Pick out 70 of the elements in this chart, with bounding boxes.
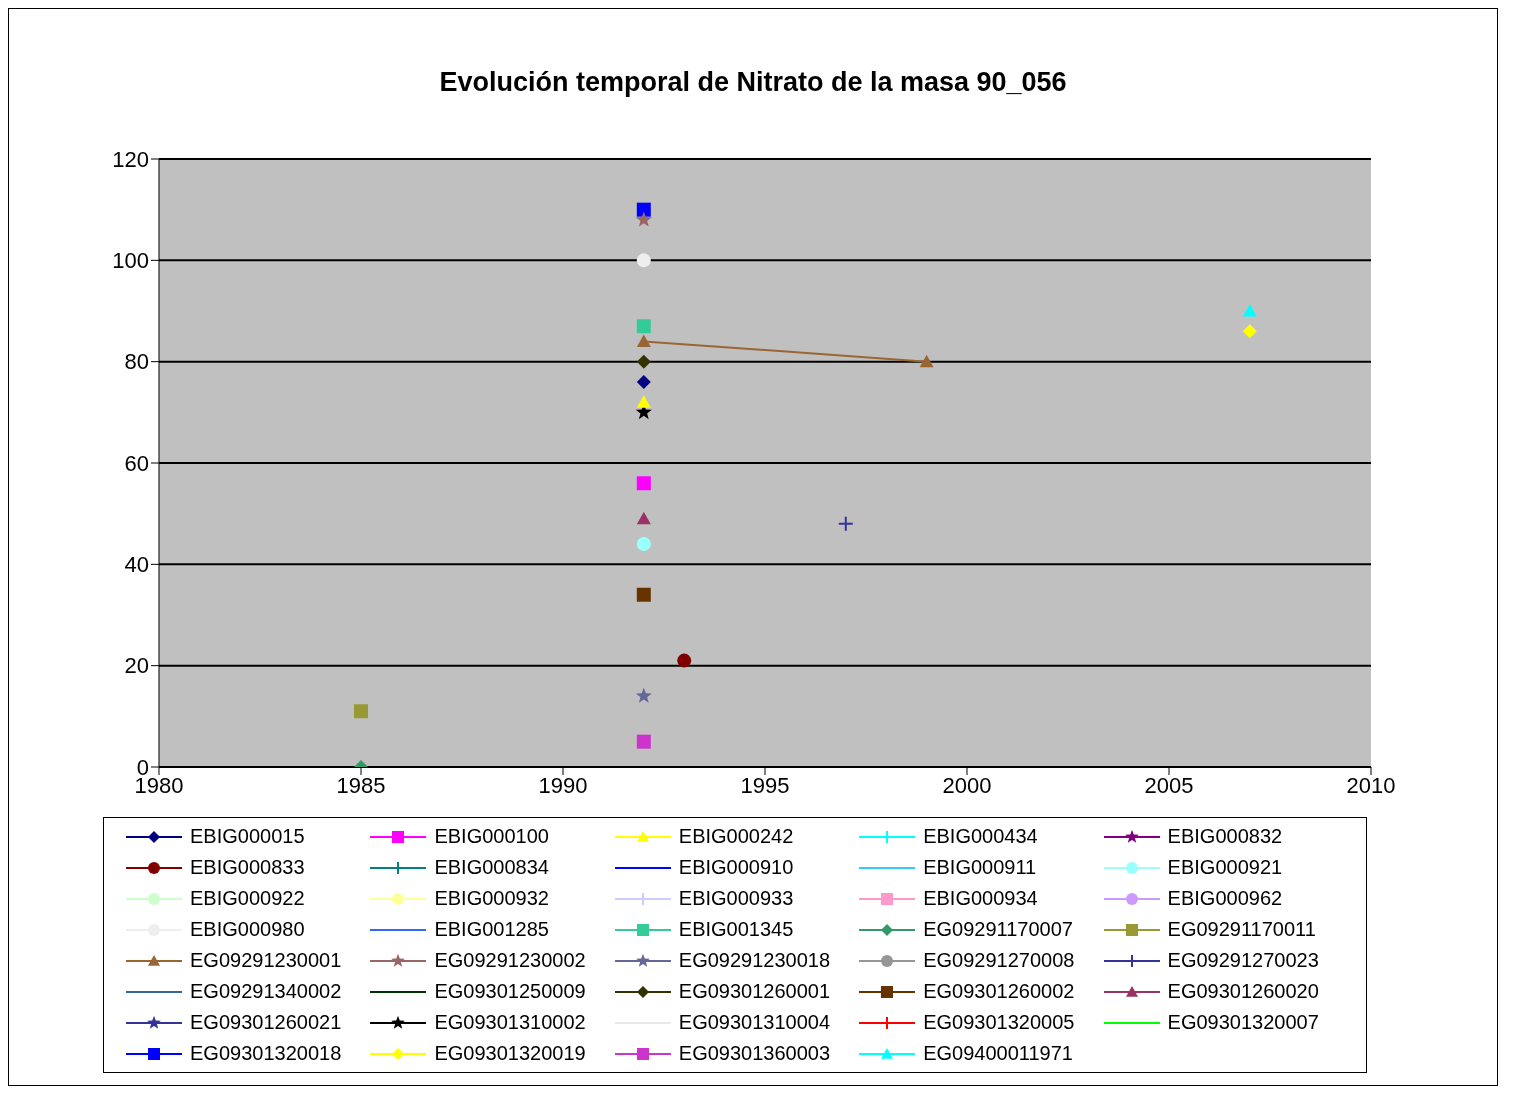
legend-label: EBIG000434 xyxy=(923,825,1038,848)
point xyxy=(635,211,652,227)
x-tick-label: 2000 xyxy=(942,772,992,798)
legend-label: EG09301320005 xyxy=(923,1011,1075,1034)
point xyxy=(677,653,692,668)
y-tick-label: 100 xyxy=(112,248,149,274)
point xyxy=(636,734,651,749)
legend-label: EBIG000933 xyxy=(678,887,794,910)
legend-label: EG09301250009 xyxy=(434,980,586,1003)
y-tick-label: 40 xyxy=(124,552,149,578)
legend-label: EG09291230018 xyxy=(678,949,831,972)
legend-label: EBIG001345 xyxy=(678,918,794,941)
point xyxy=(636,253,651,268)
legend-label: EG09291230001 xyxy=(190,949,342,972)
point xyxy=(354,704,368,719)
legend-label: EBIG000921 xyxy=(1167,856,1283,879)
legend-label: EG09301320019 xyxy=(434,1042,586,1065)
legend-label: EBIG000910 xyxy=(678,856,794,879)
legend-label: EG09301260001 xyxy=(678,980,831,1003)
legend-label: EBIG000911 xyxy=(923,856,1037,879)
point xyxy=(837,515,854,532)
y-tick-label: 20 xyxy=(124,653,149,679)
point xyxy=(636,537,651,552)
point xyxy=(636,395,651,408)
x-tick-label: 1990 xyxy=(538,772,588,798)
point xyxy=(636,374,651,389)
point xyxy=(636,354,651,369)
legend-label: EG09301260021 xyxy=(190,1011,342,1034)
chart-title: Evolución temporal de Nitrato de la masa 90_056 xyxy=(438,67,1068,99)
point xyxy=(1242,304,1257,317)
point xyxy=(636,202,651,217)
y-tick-label: 60 xyxy=(124,450,149,476)
point xyxy=(636,587,651,602)
x-tick-label: 2005 xyxy=(1144,772,1194,798)
x-tick-label: 1985 xyxy=(336,772,386,798)
legend-label: EBIG000934 xyxy=(923,887,1038,910)
legend-label: EG09301320007 xyxy=(1167,1011,1319,1034)
legend-label: EBIG000242 xyxy=(678,825,794,848)
legend-label: EG09301260002 xyxy=(923,980,1075,1003)
legend-label: EBIG000833 xyxy=(190,856,305,879)
legend-label: EG09301260020 xyxy=(1167,980,1319,1003)
legend-label: EBIG000015 xyxy=(190,825,305,848)
legend-label: EG09291170011 xyxy=(1167,918,1316,941)
legend-label: EG09301320018 xyxy=(190,1042,342,1065)
legend-label: EBIG000962 xyxy=(1167,887,1283,910)
legend-label: EG09291230002 xyxy=(434,949,586,972)
point xyxy=(636,511,651,525)
point xyxy=(1242,324,1257,339)
legend-label: EBIG000834 xyxy=(434,856,549,879)
legend-label: EBIG000922 xyxy=(190,887,305,910)
y-tick-label: 80 xyxy=(124,349,149,375)
legend-label: EG09301310004 xyxy=(678,1011,831,1034)
legend-label: EG09291270023 xyxy=(1167,949,1319,972)
y-tick-label: 120 xyxy=(112,146,149,172)
legend-label: EG09301310002 xyxy=(434,1011,586,1034)
legend-label: EG09291340002 xyxy=(190,980,342,1003)
point xyxy=(635,687,652,703)
legend-label: EG09301360003 xyxy=(678,1042,831,1065)
legend-label: EG09291170007 xyxy=(923,918,1073,941)
legend-label: EBIG000100 xyxy=(434,825,549,848)
legend-label: EBIG000832 xyxy=(1167,825,1283,848)
legend-label: EG09400011971 xyxy=(923,1042,1073,1065)
legend-label: EG09291270008 xyxy=(923,949,1075,972)
legend-label: EBIG001285 xyxy=(434,918,549,941)
x-tick-label: 2010 xyxy=(1346,772,1396,798)
legend-label: EBIG000932 xyxy=(434,887,549,910)
point xyxy=(636,319,651,334)
point xyxy=(636,476,651,491)
x-tick-label: 1995 xyxy=(740,772,790,798)
legend-label: EBIG000980 xyxy=(190,918,305,941)
